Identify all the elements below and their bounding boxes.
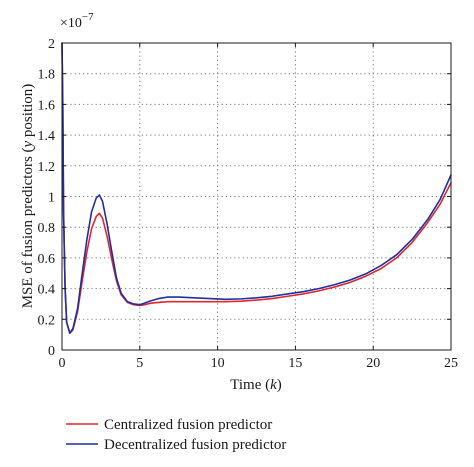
y-tick-label: 0.8 <box>38 221 56 236</box>
legend-label-centralized: Centralized fusion predictor <box>104 417 272 433</box>
y-tick-label: 0.2 <box>38 313 56 328</box>
y-tick-label: 0 <box>48 344 55 359</box>
y-axis-multiplier: ×10−7 <box>60 11 94 31</box>
y-tick-label: 1.6 <box>38 98 56 113</box>
x-tick-label: 20 <box>366 356 380 371</box>
y-tick-label: 1.8 <box>38 68 56 83</box>
legend-entry-decentralized: Decentralized fusion predictor <box>66 437 286 453</box>
x-axis-label-prefix: Time ( <box>230 377 270 393</box>
x-axis-label-suffix: ) <box>277 377 282 393</box>
x-axis-label: Time (k) <box>230 377 282 393</box>
legend-label-decentralized: Decentralized fusion predictor <box>104 437 286 453</box>
x-tick-label: 0 <box>59 356 66 371</box>
legend: Centralized fusion predictor Decentraliz… <box>66 417 286 453</box>
y-tick-label: 0.6 <box>38 252 56 267</box>
y-axis-label-suffix: position) <box>20 84 36 141</box>
series-line-decentralized <box>61 42 452 334</box>
grid-lines <box>62 43 451 350</box>
x-tick-label: 5 <box>136 356 143 371</box>
plot-frame <box>61 42 452 351</box>
y-tick-label: 1.4 <box>38 129 56 144</box>
x-tick-label: 10 <box>211 356 225 371</box>
y-tick-label: 0.4 <box>38 283 56 298</box>
x-tick-label: 25 <box>444 356 458 371</box>
y-multiplier-base: ×10 <box>60 16 82 31</box>
y-tick-label: 1.2 <box>38 160 56 175</box>
y-axis-label-prefix: MSE of fusion predictors ( <box>20 147 36 308</box>
y-tick-label: 2 <box>48 37 55 52</box>
axes: 0 5 10 15 20 25 0 0.2 0.4 0.6 0.8 1 1.2 1.4 1.6 1.8 2 <box>38 37 459 371</box>
x-tick-label: 15 <box>288 356 302 371</box>
series-lines <box>61 42 452 334</box>
x-axis-label-variable: k <box>270 377 277 393</box>
y-tick-label: 1 <box>48 191 55 206</box>
y-axis-label-variable: y <box>20 140 36 149</box>
legend-entry-centralized: Centralized fusion predictor <box>66 417 272 433</box>
y-axis-label: MSE of fusion predictors (y position) <box>20 84 36 309</box>
y-multiplier-exponent: −7 <box>82 11 94 23</box>
